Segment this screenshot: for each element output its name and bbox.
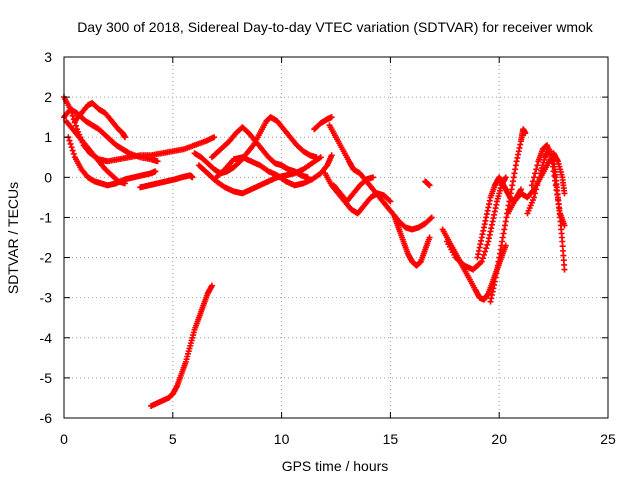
- data-markers: [311, 114, 335, 133]
- series-seg10: [208, 124, 311, 181]
- y-tick-label: 2: [44, 89, 52, 105]
- chart-title: Day 300 of 2018, Sidereal Day-to-day VTE…: [77, 19, 594, 35]
- y-tick-label: -6: [40, 410, 53, 426]
- data-markers: [71, 100, 128, 141]
- x-axis-label: GPS time / hours: [282, 458, 389, 474]
- series-seg7: [148, 282, 215, 409]
- series-seg15: [330, 174, 376, 205]
- y-tick-label: 3: [44, 49, 52, 65]
- x-tick-label: 25: [600, 431, 616, 447]
- x-tick-label: 20: [491, 431, 507, 447]
- series-seg5: [71, 100, 128, 141]
- y-tick-label: -5: [40, 370, 53, 386]
- data-layer: [61, 94, 568, 409]
- data-markers: [208, 124, 311, 181]
- tick-layer: 0 5 10 15 20 25 -6 -5 -4 -3 -2 -1 0 1 2 3: [40, 49, 616, 447]
- series-seg24: [528, 142, 568, 229]
- y-tick-label: -3: [40, 290, 53, 306]
- data-markers: [422, 178, 433, 189]
- data-markers: [330, 174, 376, 205]
- x-tick-label: 15: [383, 431, 399, 447]
- series-seg12: [311, 114, 335, 133]
- data-markers: [213, 152, 335, 189]
- data-markers: [148, 282, 215, 409]
- data-markers: [391, 214, 433, 269]
- series-seg6: [137, 172, 196, 191]
- x-tick-label: 10: [274, 431, 290, 447]
- series-seg11: [213, 152, 335, 189]
- y-tick-label: -1: [40, 209, 53, 225]
- series-seg16: [391, 214, 433, 269]
- series-seg17: [422, 178, 433, 189]
- x-tick-label: 0: [60, 431, 68, 447]
- y-axis-label: SDTVAR / TECUs: [5, 182, 21, 294]
- data-markers: [137, 172, 196, 191]
- y-tick-label: 0: [44, 169, 52, 185]
- y-tick-label: -2: [40, 250, 53, 266]
- y-tick-label: 1: [44, 129, 52, 145]
- data-markers: [528, 142, 568, 229]
- x-tick-label: 5: [169, 431, 177, 447]
- y-tick-label: -4: [40, 330, 53, 346]
- plot-frame: [63, 56, 609, 419]
